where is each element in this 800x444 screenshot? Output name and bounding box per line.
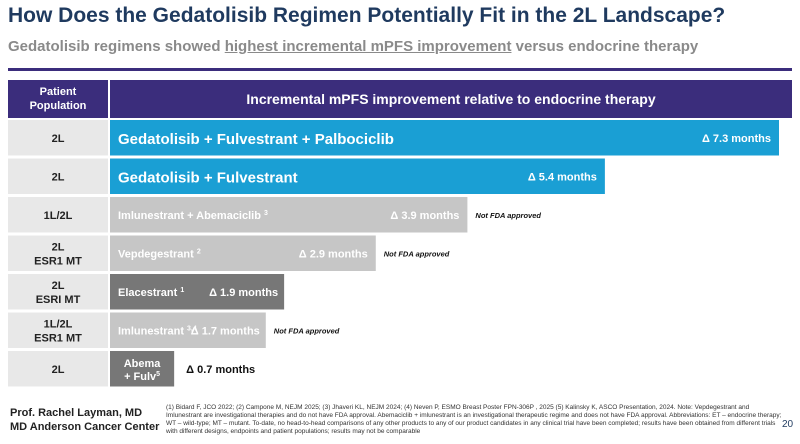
page-number: 20 (782, 419, 794, 430)
references: (1) Bidard F, JCO 2022; (2) Campone M, N… (166, 404, 782, 435)
regimen-label: Abema (124, 358, 162, 370)
subtitle-prefix: Gedatolisib regimens showed (8, 38, 225, 55)
regimen-label: Vepdegestrant 2 (118, 248, 201, 260)
population-label: 1L/2L (44, 210, 73, 222)
fda-note: Not FDA approved (274, 326, 340, 335)
fda-note: Not FDA approved (475, 211, 541, 220)
population-cell (8, 312, 108, 348)
row-header-line: Patient (40, 86, 77, 98)
bar (110, 158, 605, 194)
fda-note: Not FDA approved (384, 249, 450, 258)
population-label: ESRI MT (36, 294, 81, 306)
population-label: ESR1 MT (34, 332, 82, 344)
regimen-label: Elacestrant 1 (118, 287, 184, 299)
regimen-label: Imlunestrant + Abemaciclib 3 (118, 210, 268, 222)
population-label: 2L (52, 133, 65, 145)
bar (110, 197, 468, 233)
regimen-label: Gedatolisib + Fulvestrant (118, 169, 298, 186)
slide-subtitle: Gedatolisib regimens showed highest incr… (8, 38, 798, 55)
population-cell (8, 235, 108, 271)
value-header-cell (110, 80, 792, 118)
value-label: Δ 7.3 months (702, 133, 771, 145)
population-label: 1L/2L (44, 318, 73, 330)
value-header-text: Incremental mPFS improvement relative to… (246, 91, 655, 107)
regimen-label: + Fulv5 (124, 371, 160, 383)
population-cell (8, 197, 108, 233)
bar (110, 274, 285, 310)
subtitle-suffix: versus endocrine therapy (511, 38, 699, 55)
value-label: Δ 0.7 months (186, 364, 255, 376)
mpfs-bar-chart: Patient Population Incremental mPFS improv… (8, 80, 792, 387)
bar (110, 120, 779, 156)
row-header-line: Population (30, 100, 87, 112)
row-header-cell (8, 80, 108, 118)
population-cell (8, 120, 108, 156)
population-cell (8, 158, 108, 194)
slide-title: How Does the Gedatolisib Regimen Potenti… (8, 4, 726, 27)
bar (110, 351, 175, 387)
value-label: Δ 1.7 months (191, 325, 260, 337)
population-label: 2L (52, 171, 65, 183)
author-block: Prof. Rachel Layman, MD MD Anderson Canc… (10, 406, 160, 434)
population-label: 2L (52, 280, 65, 292)
bar (110, 312, 266, 348)
title-divider (8, 68, 792, 71)
regimen-label: Gedatolisib + Fulvestrant + Palbociclib (118, 131, 394, 148)
subtitle-highlight: highest incremental mPFS improvement (224, 38, 512, 55)
regimen-label: Imlunestrant 3,4 (118, 325, 197, 337)
value-label: Δ 5.4 months (528, 171, 597, 183)
population-label: ESR1 MT (34, 255, 82, 267)
bar (110, 235, 376, 271)
value-label: Δ 2.9 months (299, 248, 368, 260)
value-label: Δ 3.9 months (390, 210, 459, 222)
author-affiliation: MD Anderson Cancer Center (10, 421, 160, 433)
population-cell (8, 274, 108, 310)
population-label: 2L (52, 241, 65, 253)
author-name: Prof. Rachel Layman, MD (10, 407, 143, 419)
population-label: 2L (52, 364, 65, 376)
value-label: Δ 1.9 months (209, 287, 278, 299)
population-cell (8, 351, 108, 387)
